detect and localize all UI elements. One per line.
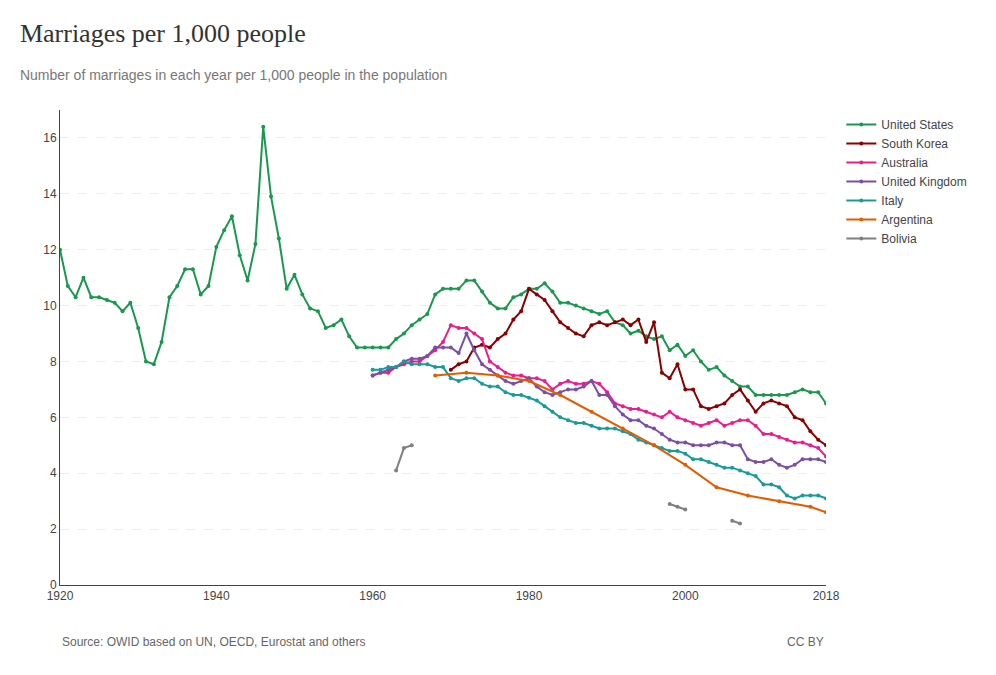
svg-text:United States: United States: [881, 118, 953, 132]
svg-text:Source: OWID based on UN, OECD: Source: OWID based on UN, OECD, Eurostat…: [62, 635, 365, 649]
svg-text:1920: 1920: [47, 589, 74, 603]
svg-text:CC BY: CC BY: [787, 635, 824, 649]
svg-text:2000: 2000: [672, 589, 699, 603]
svg-text:Australia: Australia: [881, 156, 928, 170]
svg-text:Argentina: Argentina: [881, 213, 933, 227]
svg-text:8: 8: [50, 355, 57, 369]
svg-text:6: 6: [50, 411, 57, 425]
svg-text:10: 10: [43, 299, 57, 313]
svg-text:Italy: Italy: [881, 194, 903, 208]
svg-text:United Kingdom: United Kingdom: [881, 175, 966, 189]
svg-text:4: 4: [50, 466, 57, 480]
svg-text:1960: 1960: [359, 589, 386, 603]
svg-text:2018: 2018: [813, 589, 840, 603]
svg-text:Marriages per 1,000 people: Marriages per 1,000 people: [20, 19, 306, 48]
svg-text:1980: 1980: [516, 589, 543, 603]
svg-text:16: 16: [43, 131, 57, 145]
svg-text:14: 14: [43, 187, 57, 201]
svg-text:0: 0: [50, 578, 57, 592]
svg-text:1940: 1940: [203, 589, 230, 603]
svg-text:2: 2: [50, 522, 57, 536]
svg-text:Bolivia: Bolivia: [881, 232, 917, 246]
svg-text:South Korea: South Korea: [881, 137, 948, 151]
svg-text:12: 12: [43, 243, 57, 257]
svg-text:Number of marriages in each ye: Number of marriages in each year per 1,0…: [20, 67, 447, 83]
